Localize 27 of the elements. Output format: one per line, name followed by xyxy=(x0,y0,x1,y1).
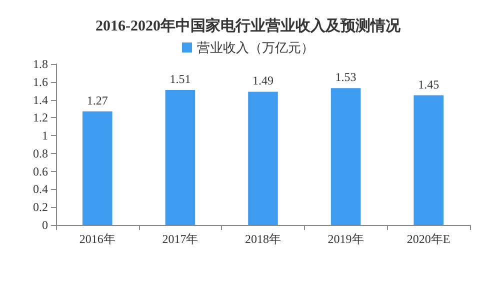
y-tick-label: 1.2 xyxy=(33,110,48,125)
y-tick-label: 1 xyxy=(42,128,48,143)
data-label: 1.51 xyxy=(170,72,191,86)
bar xyxy=(82,111,112,225)
y-tick-label: 1.4 xyxy=(33,92,48,107)
x-tick-label: 2018年 xyxy=(245,232,281,246)
x-tick-label: 2017年 xyxy=(162,232,198,246)
y-tick-label: 0.8 xyxy=(33,146,48,160)
bar xyxy=(414,95,444,225)
y-tick-label: 0 xyxy=(42,218,48,232)
data-label: 1.27 xyxy=(86,93,108,108)
data-label: 1.45 xyxy=(418,77,440,92)
y-tick-label: 1.6 xyxy=(33,74,48,89)
data-label: 1.53 xyxy=(335,70,356,84)
y-tick-label: 0.6 xyxy=(33,164,48,178)
y-tick-label: 0.4 xyxy=(33,182,48,196)
legend-label: 营业收入（万亿元） xyxy=(197,40,314,55)
x-tick-label: 2019年 xyxy=(328,232,364,246)
x-tick-label: 2016年 xyxy=(79,232,116,246)
chart-title: 2016-2020年中国家电行业营业收入及预测情况 xyxy=(96,16,402,34)
x-tick-label: 2020年E xyxy=(406,232,450,246)
bar xyxy=(330,88,361,225)
bar xyxy=(165,90,196,225)
y-tick-label: 0.2 xyxy=(33,200,48,214)
data-label: 1.49 xyxy=(252,74,274,88)
y-tick-label: 1.8 xyxy=(33,57,48,71)
bar xyxy=(248,92,278,225)
